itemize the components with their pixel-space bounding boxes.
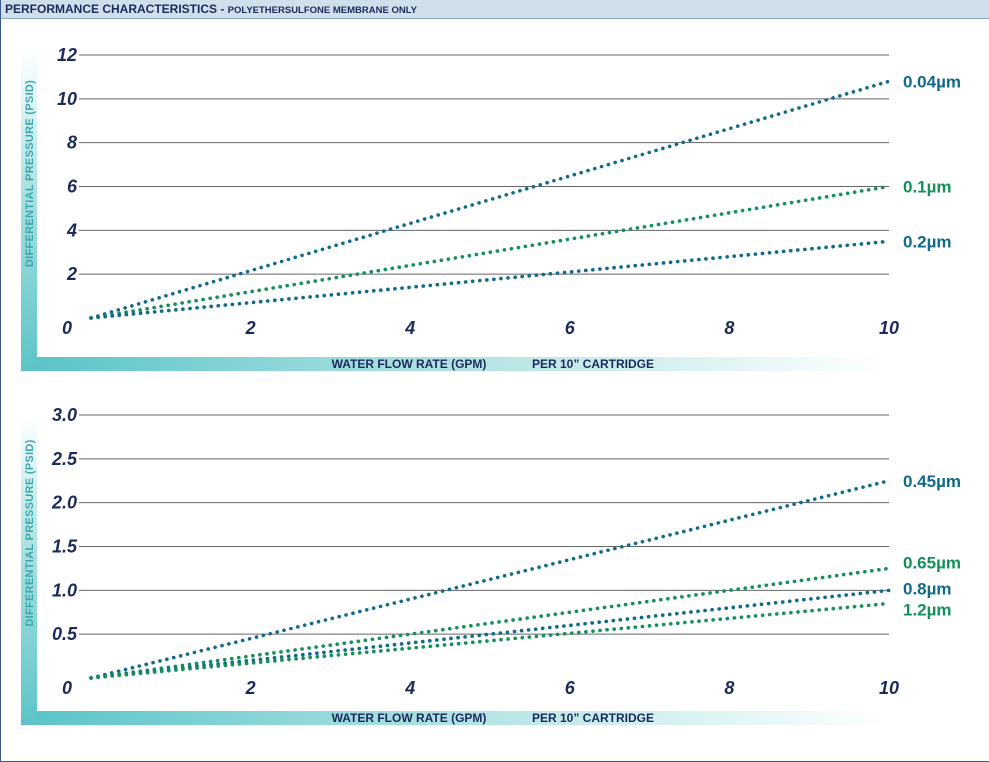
x-tick-label: 2	[245, 678, 256, 698]
x-tick-label: 2	[245, 318, 256, 338]
x-tick-label: 6	[565, 678, 576, 698]
page-subtitle: POLYETHERSULFONE MEMBRANE ONLY	[227, 5, 417, 16]
y-axis-label: DIFFERENTIAL PRESSURE (PSID)	[24, 439, 36, 626]
y-tick-label: 8	[67, 133, 77, 153]
header-bar: PERFORMANCE CHARACTERISTICS - POLYETHERS…	[1, 0, 989, 19]
x-tick-label: 6	[565, 318, 576, 338]
y-tick-label: 10	[57, 89, 77, 109]
y-tick-label: 2.0	[51, 493, 77, 513]
chart-top: 2 4 6 8 10 12 0 2 4 6 8 10 DIFFERENTIAL PRESSURE (PS…	[21, 45, 961, 371]
series-label: 1.2µm	[903, 600, 952, 619]
x-axis-band	[37, 711, 887, 725]
y-tick-label: 12	[57, 45, 77, 65]
x-axis-label-note: PER 10” CARTRIDGE	[532, 357, 654, 371]
x-tick-label: 8	[724, 678, 734, 698]
x-tick-label: 8	[724, 318, 734, 338]
series-label: 0.04µm	[903, 72, 961, 91]
x-axis-band	[37, 357, 887, 371]
series-label: 0.1µm	[903, 178, 952, 197]
y-axis-band	[21, 415, 37, 725]
series-line	[89, 478, 891, 680]
series-label: 0.45µm	[903, 472, 961, 491]
x-axis-label: WATER FLOW RATE (GPM)	[332, 711, 487, 725]
origin-label: 0	[62, 318, 72, 338]
y-tick-label: 1.5	[52, 537, 78, 557]
origin-label: 0	[62, 678, 72, 698]
series-label: 0.65µm	[903, 553, 961, 572]
x-axis-label-note: PER 10” CARTRIDGE	[532, 711, 654, 725]
series-line	[89, 601, 891, 680]
y-tick-label: 3.0	[52, 405, 77, 425]
x-tick-label: 4	[404, 678, 415, 698]
chart-bottom: 0.5 1.0 1.5 2.0 2.5 3.0 0 2 4 6 8 10 DIFFERENTIAL PR…	[21, 405, 961, 725]
page-title-main: PERFORMANCE CHARACTERISTICS -	[5, 2, 228, 16]
series-line	[89, 79, 891, 320]
x-axis-label: WATER FLOW RATE (GPM)	[332, 357, 487, 371]
y-tick-label: 0.5	[52, 624, 78, 644]
series-label: 0.2µm	[903, 232, 952, 251]
page-title: PERFORMANCE CHARACTERISTICS - POLYETHERS…	[5, 2, 417, 16]
y-tick-label: 2	[66, 264, 77, 284]
x-tick-label: 10	[879, 678, 899, 698]
series-line	[89, 588, 891, 680]
series-line	[89, 566, 891, 680]
y-tick-label: 2.5	[51, 449, 78, 469]
y-axis-band	[21, 50, 37, 371]
y-tick-label: 1.0	[52, 580, 77, 600]
x-tick-label: 4	[404, 318, 415, 338]
x-tick-label: 10	[879, 318, 899, 338]
y-tick-label: 6	[67, 177, 78, 197]
y-axis-label: DIFFERENTIAL PRESSURE (PSID)	[24, 80, 36, 267]
series-label: 0.8µm	[903, 579, 952, 598]
y-tick-label: 4	[66, 220, 77, 240]
series-line	[89, 184, 891, 320]
series-line	[89, 239, 891, 320]
